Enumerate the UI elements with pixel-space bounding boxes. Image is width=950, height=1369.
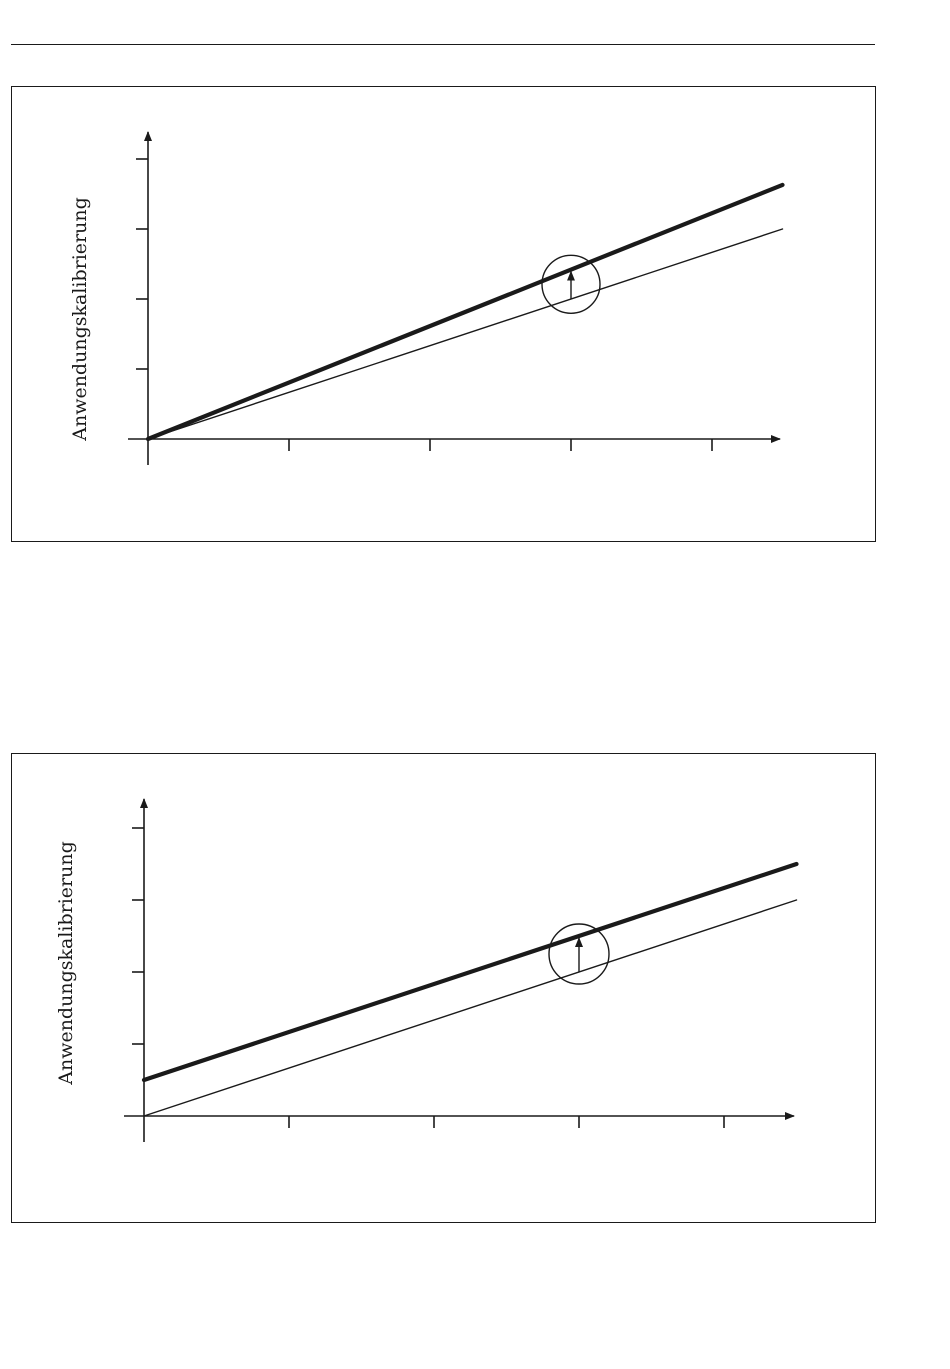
calibration-chart-slope: Anwendungskalibrierung [69,131,785,465]
calibration-figure-slope: Anwendungskalibrierung [11,86,876,542]
page-header-rule [11,44,875,45]
reference-calibration-line [147,228,784,440]
adjusted-calibration-line [145,182,785,442]
reference-calibration-line [143,899,798,1117]
adjusted-calibration-line [141,861,799,1083]
chart-layer [128,131,785,465]
highlight-circle [541,254,601,315]
y-axis-label: Anwendungskalibrierung [55,841,77,1086]
calibration-figure-offset: Anwendungskalibrierung [11,753,876,1223]
y-axis-label: Anwendungskalibrierung [69,197,91,442]
highlight-circle [548,923,610,985]
calibration-chart-offset: Anwendungskalibrierung [55,798,799,1142]
chart-layer [124,798,799,1142]
